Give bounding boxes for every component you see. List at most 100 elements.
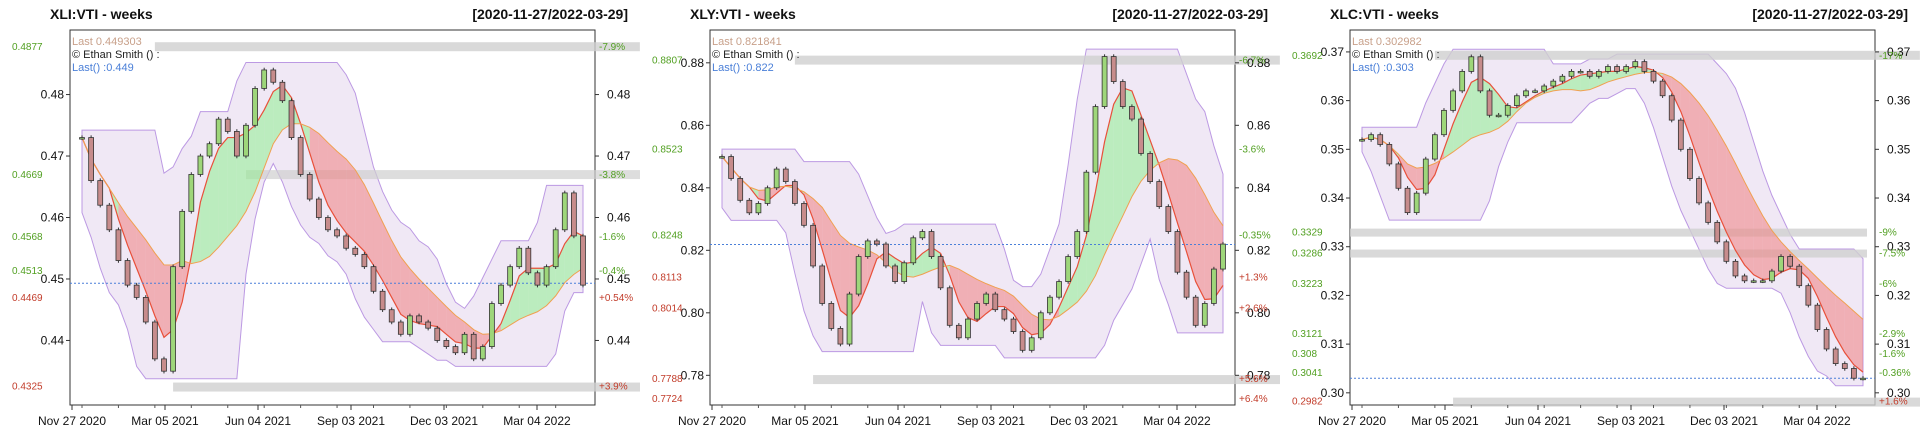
candle — [819, 263, 826, 306]
level-value-label: 0.3223 — [1292, 279, 1323, 290]
candle — [1504, 103, 1511, 118]
candle-body — [397, 321, 404, 335]
candle — [1750, 278, 1757, 284]
level-pct-label: -9% — [1879, 228, 1897, 239]
candle-body — [343, 235, 350, 249]
ribbon-segment — [1104, 104, 1114, 255]
chart-date-range: [2020-11-27/2022-03-29] — [1112, 6, 1268, 22]
candle — [343, 233, 350, 251]
ribbon-segment — [364, 184, 374, 266]
candle-body — [801, 203, 807, 226]
candle-body — [983, 293, 990, 304]
ribbon-segment — [510, 275, 520, 326]
candle-body — [461, 333, 468, 354]
candle — [1586, 69, 1593, 79]
chart-svg: XLC:VTI - weeks [2020-11-27/2022-03-29] 0.… — [1292, 6, 1920, 428]
legend-entry: Last 0.821841 — [712, 36, 782, 48]
candle-body — [883, 243, 889, 267]
candle-body — [552, 229, 559, 268]
candle — [1359, 137, 1365, 142]
candle-body — [1165, 206, 1172, 232]
candle-body — [1586, 70, 1593, 77]
x-tick-label: Mar 05 2021 — [771, 414, 839, 428]
candle — [1714, 220, 1721, 245]
level-value-label: 0.4877 — [12, 42, 43, 53]
ribbon-segment — [409, 268, 420, 324]
y-tick-label-left: 0.44 — [41, 333, 65, 347]
candle — [1028, 335, 1035, 353]
y-tick-label-right: 0.45 — [607, 272, 631, 286]
candle-body — [1541, 85, 1548, 92]
candle-body — [1623, 66, 1630, 72]
candle — [479, 344, 486, 362]
candle — [782, 166, 789, 184]
candle-body — [1486, 90, 1493, 116]
legend-entry: Last() :0.449 — [72, 62, 134, 74]
legend-entry: © Ethan Smith () : — [1352, 49, 1440, 61]
level-pct-label: -7.5% — [1879, 249, 1905, 260]
candle-body — [361, 253, 368, 268]
candle — [543, 264, 550, 288]
candle — [1550, 78, 1557, 89]
ribbon-segment — [867, 250, 877, 284]
candle-body — [828, 303, 835, 329]
y-tick-label-left: 0.31 — [1321, 337, 1345, 351]
ribbon-segment — [1826, 286, 1836, 337]
candle — [115, 227, 122, 263]
candle — [1723, 239, 1730, 264]
candle — [1559, 74, 1566, 84]
candle-body — [124, 260, 131, 286]
candle — [719, 154, 725, 159]
y-tick-label-left: 0.84 — [681, 181, 705, 195]
chart-panel-xly: XLY:VTI - weeks [2020-11-27/2022-03-29] 0.… — [640, 0, 1280, 432]
candle — [279, 80, 286, 103]
y-tick-label-right: 0.86 — [1247, 118, 1271, 132]
candle-body — [1459, 70, 1466, 92]
candle — [1386, 142, 1393, 167]
level-value-label: 0.4325 — [12, 382, 43, 393]
candle — [1778, 254, 1784, 274]
ma-fast-line — [81, 84, 584, 349]
candle — [315, 196, 322, 220]
candle — [1092, 104, 1099, 175]
ribbon-segment — [309, 127, 319, 183]
candle — [470, 332, 477, 362]
x-tick-label: Nov 27 2020 — [678, 414, 746, 428]
candle — [434, 325, 441, 343]
candle — [161, 356, 167, 374]
ma-fast-line — [721, 87, 1224, 336]
candle — [1623, 64, 1630, 74]
candle-body — [1413, 192, 1420, 214]
candle-body — [846, 293, 853, 345]
candle-body — [1532, 90, 1538, 93]
candle — [170, 264, 176, 374]
candle — [452, 344, 459, 355]
candle-body — [416, 315, 422, 323]
candle-body — [1605, 66, 1611, 72]
candle-body — [470, 333, 477, 360]
level-value-label: 0.8248 — [652, 230, 683, 241]
level-value-label: 0.7724 — [652, 394, 683, 405]
x-tick-label: Jun 04 2021 — [225, 414, 291, 428]
candle — [261, 67, 268, 91]
level-pct-label: -0.35% — [1239, 230, 1271, 241]
candle-body — [534, 272, 541, 286]
ribbon-segment — [564, 231, 574, 283]
ribbon-segment — [1744, 181, 1754, 275]
candle — [873, 238, 880, 247]
level-pct-label: -6.7% — [1239, 56, 1265, 67]
candle — [571, 190, 577, 239]
ribbon-segment — [1471, 77, 1481, 139]
candle-body — [261, 69, 268, 89]
candle-body — [1759, 280, 1766, 283]
candle — [1065, 254, 1072, 284]
ribbon-segment — [1817, 277, 1827, 318]
chart-svg: XLI:VTI - weeks [2020-11-27/2022-03-29] 0.… — [12, 6, 640, 428]
ribbon-segment — [373, 203, 383, 281]
ribbon-segment — [136, 228, 146, 292]
candle — [425, 319, 432, 331]
ribbon-segment — [227, 137, 237, 237]
candle-body — [937, 256, 944, 289]
level-pct-label: -7.9% — [599, 42, 625, 53]
candle — [1769, 268, 1775, 284]
